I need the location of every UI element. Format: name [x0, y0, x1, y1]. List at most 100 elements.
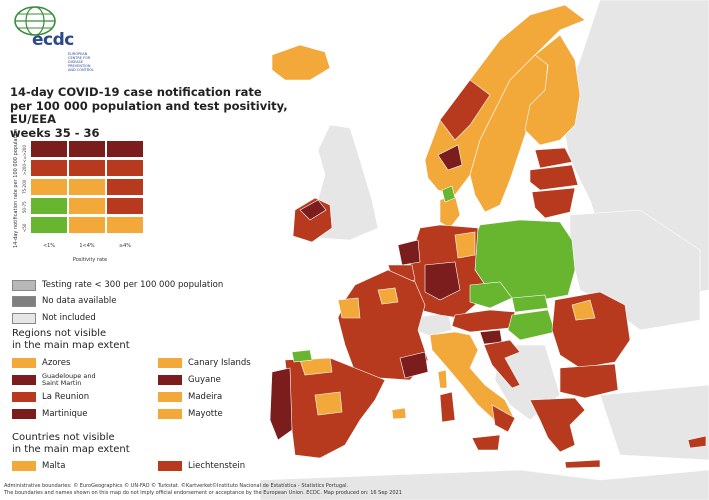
region-swatch [158, 375, 182, 385]
matrix-cell [68, 178, 106, 196]
sweden-north-region [439, 79, 491, 141]
region-swatch [158, 392, 182, 402]
swatch-dark-grey [12, 295, 36, 307]
footer-attribution: Administrative boundaries: © EuroGeograp… [4, 483, 704, 496]
matrix-cell [30, 197, 68, 215]
countries-header-line-2: in the main map extent [12, 443, 130, 455]
france-paris-region [377, 287, 399, 305]
logo-wordmark: ecdc [32, 30, 74, 50]
region-name: Guyane [188, 375, 221, 385]
region-legend-item: La Reunion [12, 391, 89, 403]
region-swatch [158, 358, 182, 368]
sardinia [439, 391, 456, 423]
region-swatch [12, 409, 36, 419]
country-swatch [12, 461, 36, 471]
croatia [483, 339, 521, 389]
france-northwest-region [337, 297, 361, 319]
region-name: Canary Islands [188, 358, 251, 368]
region-legend-item: Guadeloupe and Saint Martin [12, 373, 112, 387]
legend-testing-rate: Testing rate < 300 per 100 000 populatio… [12, 279, 223, 291]
title-line-1: 14-day COVID-19 case notification rate [10, 85, 262, 99]
hungary [507, 309, 556, 341]
corsica [437, 369, 448, 389]
france [337, 269, 429, 381]
matrix-cell [106, 159, 144, 177]
germany-south-region [424, 261, 461, 301]
region-legend-item: Martinique [12, 408, 88, 420]
matrix-cell [30, 159, 68, 177]
country-legend-item: Malta [12, 460, 65, 472]
title-line-2: per 100 000 population and test positivi… [10, 98, 288, 126]
legend-testing-rate-label: Testing rate < 300 per 100 000 populatio… [42, 280, 224, 290]
country-swatch [158, 461, 182, 471]
region-legend-item: Azores [12, 357, 70, 369]
latvia [529, 164, 579, 191]
countries-header: Countries not visible in the main map ex… [12, 432, 130, 455]
region-legend-item: Madeira [158, 391, 222, 403]
sweden-central-region [437, 144, 463, 171]
crete [564, 459, 601, 469]
country-name: Malta [42, 461, 66, 471]
matrix-col-label: 1<4% [79, 243, 95, 249]
region-swatch [158, 409, 182, 419]
north-africa-region [259, 469, 709, 500]
regions-header-line-1: Regions not visible [12, 328, 107, 339]
region-swatch [12, 358, 36, 368]
region-legend-item: Canary Islands [158, 357, 251, 369]
matrix-cell [30, 216, 68, 234]
region-name: Azores [42, 358, 71, 368]
matrix-col-label: <1% [42, 243, 56, 249]
slovakia [511, 294, 549, 313]
portugal [269, 367, 293, 441]
countries-header-line-1: Countries not visible [12, 432, 115, 443]
matrix-cell [106, 178, 144, 196]
matrix-row-label: >200-<= [22, 155, 27, 175]
legend-matrix [30, 140, 150, 240]
matrix-cell [30, 140, 68, 158]
globe-icon [14, 6, 56, 36]
bulgaria [559, 363, 619, 399]
region-legend-item: Mayotte [158, 408, 223, 420]
country-legend-item: Liechtenstein [158, 460, 245, 472]
region-name: Madeira [188, 392, 223, 402]
matrix-cell [106, 197, 144, 215]
legend-no-data: No data available [12, 295, 116, 307]
matrix-row-label: <50 [22, 223, 27, 232]
denmark-north-region [441, 185, 456, 203]
france-southeast-region [399, 351, 429, 379]
matrix-col-label: ≥4% [118, 243, 132, 249]
regions-header-line-2: in the main map extent [12, 339, 130, 351]
regions-header: Regions not visible in the main map exte… [12, 328, 130, 351]
spain-northwest-region [291, 349, 313, 363]
germany-east-region [454, 231, 476, 259]
matrix-cell [106, 140, 144, 158]
region-swatch [12, 392, 36, 402]
italy-south-region [491, 404, 516, 433]
matrix-cell [68, 216, 106, 234]
legend-not-included-label: Not included [42, 313, 96, 323]
map-title: 14-day COVID-19 case notification rate p… [10, 85, 300, 140]
sicily [471, 434, 501, 451]
footer-line-1: Administrative boundaries: © EuroGeograp… [4, 483, 349, 489]
matrix-y-title: 14-day notification rate per 100 000 pop… [13, 128, 19, 248]
ireland-northwest-region [299, 199, 327, 221]
matrix-cell [68, 197, 106, 215]
matrix-row-label: 75-200 [22, 179, 27, 194]
ecdc-logo: ecdc EUROPEAN CENTRE FOR DISEASE PREVENT… [12, 4, 94, 72]
country-name: Liechtenstein [188, 461, 246, 471]
greece [529, 397, 586, 453]
legend-no-data-label: No data available [42, 296, 117, 306]
matrix-x-title: Positivity rate [72, 257, 108, 263]
matrix-cell [68, 159, 106, 177]
cyprus [687, 435, 707, 449]
region-name: Martinique [42, 409, 88, 419]
lithuania [531, 187, 576, 219]
spain-north-region [299, 357, 333, 376]
logo-subtitle: EUROPEAN CENTRE FOR DISEASE PREVENTION A… [68, 52, 94, 72]
finland [524, 34, 581, 146]
region-name: La Reunion [42, 392, 90, 402]
matrix-row-label: >200 [22, 145, 27, 156]
spain-central-region [314, 391, 343, 416]
